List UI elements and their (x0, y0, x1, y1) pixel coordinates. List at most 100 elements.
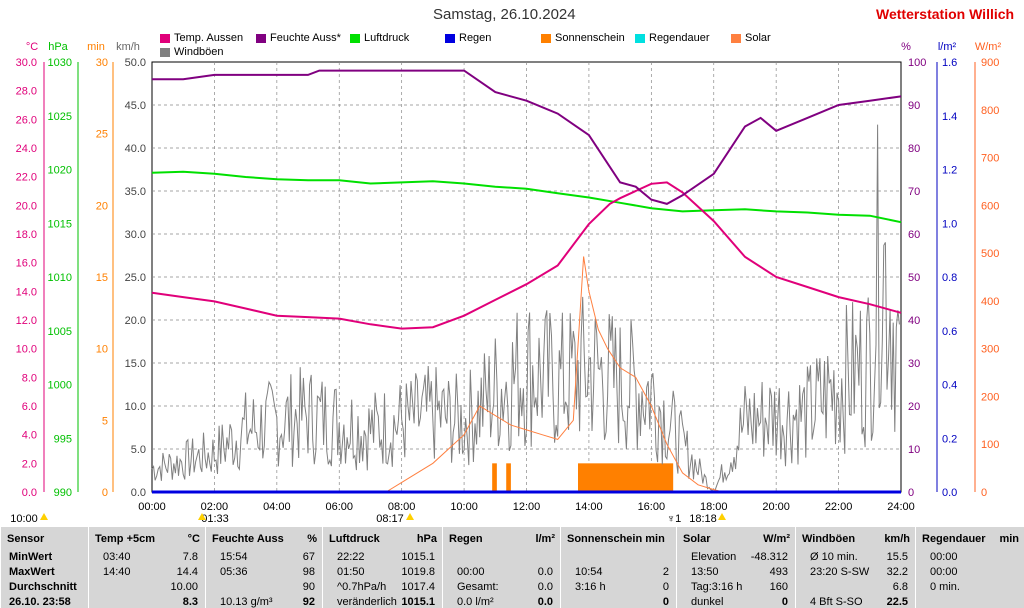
axis-unit-humidity: % (901, 41, 911, 53)
table-cell-value: 98 (302, 566, 315, 578)
solar-axis-tick: 300 (981, 344, 999, 356)
table-cell-value: 0 (662, 596, 669, 608)
temp-axis-tick: 24.0 (16, 143, 37, 155)
table-cell-value: 1019.8 (401, 566, 435, 578)
table-column: Regen l/m² 00:00 0.0 Gesamt: 0.0 0.0 l/m² 0.0 (442, 527, 561, 608)
rain-axis-tick: 0.6 (942, 326, 957, 338)
table-cell-label: ^0.7hPa/h (337, 581, 387, 593)
sunshine-bar (506, 463, 511, 492)
pressure-axis-tick: 1025 (48, 111, 72, 123)
pressure-line (151, 170, 902, 224)
legend-label: Regendauer (649, 32, 710, 44)
temp-axis-tick: 6.0 (22, 401, 37, 413)
solar-axis-tick: 100 (981, 439, 999, 451)
legend-swatch (350, 33, 360, 43)
column-unit: °C (187, 533, 200, 545)
legend-item: Regen (445, 32, 491, 44)
temp-axis-tick: 26.0 (16, 114, 37, 126)
table-cell-value: 0 (781, 596, 788, 608)
legend-label: Regen (459, 32, 492, 44)
wind-axis-tick: 25.0 (125, 272, 146, 284)
table-cell-value: 1017.4 (401, 581, 435, 593)
temp-axis-tick: 18.0 (16, 229, 37, 241)
column-title: Solar (683, 533, 711, 545)
legend-label: Luftdruck (364, 32, 410, 44)
table-cell-label: 22:22 (337, 551, 365, 563)
table-cell-value: 2 (662, 566, 669, 578)
legend-label: Feuchte Auss* (270, 32, 341, 44)
sunset-marker-icon (718, 513, 726, 520)
x-axis-tick: 08:00 (388, 501, 416, 513)
temp-axis-tick: 28.0 (16, 86, 37, 98)
sunshine-bar (577, 463, 674, 492)
table-cell-label: 15:54 (220, 551, 248, 563)
station-name: Wetterstation Willich (876, 6, 1015, 22)
temp-axis-tick: 20.0 (16, 200, 37, 212)
column-unit: % (307, 533, 317, 545)
table-cell-value: 0 (662, 581, 669, 593)
marker-moon: ♆1 (667, 513, 681, 525)
pressure-axis-tick: 990 (54, 487, 72, 499)
legend-swatch (256, 33, 266, 43)
column-title: Regen (449, 533, 483, 545)
rain-axis-tick: 1.2 (942, 165, 957, 177)
table-cell-label: 10.13 g/m³ (220, 596, 273, 608)
temp-axis-tick: 12.0 (16, 315, 37, 327)
legend-swatch (445, 33, 455, 43)
legend-item: Luftdruck (350, 32, 409, 44)
legend-item: Temp. Aussen (160, 32, 243, 44)
column-title: Sonnenschein min (567, 533, 665, 545)
table-cell-label: 00:00 (457, 566, 485, 578)
temp-axis-tick: 14.0 (16, 286, 37, 298)
table-column: Temp +5cm °C 03:40 7.8 14:40 14.4 10.00 8.3 (88, 527, 206, 608)
column-unit: W/m² (763, 533, 790, 545)
chart-title: Samstag, 26.10.2024 (433, 6, 576, 23)
column-title: Regendauer (922, 533, 986, 545)
legend-item: Windböen (160, 46, 224, 58)
table-cell-value: -48.312 (750, 551, 788, 563)
wind-axis-tick: 10.0 (125, 401, 146, 413)
temp-axis-tick: 22.0 (16, 172, 37, 184)
table-cell-label: Durchschnitt (9, 581, 77, 593)
humidity-line (152, 69, 902, 205)
table-cell-value: 10.00 (170, 581, 198, 593)
table-column: Windböen km/h Ø 10 min. 15.5 23:20 S-SW 32.2 6… (795, 527, 916, 608)
column-unit: l/m² (535, 533, 555, 545)
column-unit: min (999, 533, 1019, 545)
sun-axis-tick: 20 (96, 200, 108, 212)
table-cell-label: 26.10. 23:58 (9, 596, 71, 608)
sun-axis-tick: 15 (96, 272, 108, 284)
pressure-axis-tick: 1020 (48, 165, 72, 177)
x-axis-tick: 18:00 (700, 501, 728, 513)
legend-label: Sonnenschein (555, 32, 625, 44)
pressure-axis-tick: 1010 (48, 272, 72, 284)
x-axis-tick: 02:00 (201, 501, 229, 513)
table-cell-value: 7.8 (182, 551, 198, 563)
solar-axis-tick: 500 (981, 248, 999, 260)
table-cell-value: 0.0 (537, 566, 553, 578)
temp-axis-tick: 16.0 (16, 258, 37, 270)
column-title: Feuchte Auss (212, 533, 284, 545)
column-title: Windböen (802, 533, 856, 545)
rain-axis-tick: 1.6 (942, 57, 957, 69)
rain-axis-tick: 0.0 (942, 487, 957, 499)
table-cell-value: 0.0 (537, 596, 553, 608)
humidity-axis-tick: 60 (908, 229, 920, 241)
marker-left-label: 10:00 (10, 513, 38, 525)
solar-axis-tick: 900 (981, 57, 999, 69)
marker-sunrise: 01:33 (201, 513, 229, 525)
table-cell-value: 22.5 (886, 596, 908, 608)
rain-axis-tick: 0.8 (942, 272, 957, 284)
table-cell-value: 67 (302, 551, 315, 563)
table-cell-value: 32.2 (886, 566, 908, 578)
legend-item: Feuchte Auss* (256, 32, 341, 44)
pressure-axis-tick: 1030 (48, 57, 72, 69)
table-cell-value: 0.0 (537, 581, 553, 593)
legend-swatch (160, 47, 170, 57)
pressure-axis-tick: 1000 (48, 380, 72, 392)
table-cell-label: MinWert (9, 551, 53, 563)
table-cell-label: Elevation (691, 551, 737, 563)
x-axis-tick: 12:00 (513, 501, 541, 513)
humidity-axis-tick: 30 (908, 358, 920, 370)
table-cell-label: MaxWert (9, 566, 55, 578)
